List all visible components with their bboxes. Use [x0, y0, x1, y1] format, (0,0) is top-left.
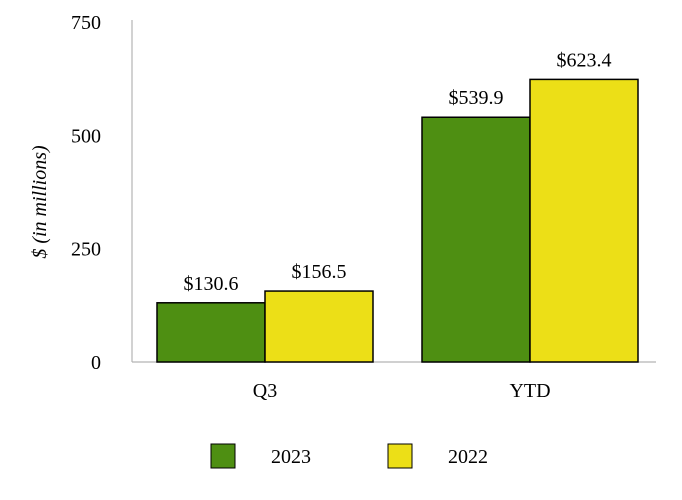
legend-label-2022: 2022 — [448, 446, 488, 468]
y-tick-label-750: 750 — [71, 12, 101, 34]
data-label-ytd-2023: $539.9 — [449, 87, 504, 109]
bar-ytd-2022 — [529, 78, 639, 363]
bars — [156, 78, 639, 363]
legend: 2023 2022 — [210, 443, 488, 469]
category-labels: Q3 YTD — [253, 380, 551, 402]
data-label-q3-2023: $130.6 — [184, 273, 239, 295]
y-tick-label-500: 500 — [71, 125, 101, 147]
legend-label-2023: 2023 — [271, 446, 311, 468]
y-tick-labels: 0 250 500 750 — [71, 12, 101, 374]
y-tick-label-250: 250 — [71, 239, 101, 261]
category-label-q3: Q3 — [253, 380, 277, 402]
y-axis: $ (in millions) — [29, 20, 133, 362]
bar-ytd-2023 — [421, 116, 531, 363]
legend-swatch-2023 — [210, 443, 236, 469]
legend-swatch-2022 — [387, 443, 413, 469]
y-tick-label-0: 0 — [91, 352, 101, 374]
y-axis-title: $ (in millions) — [29, 145, 51, 259]
data-label-q3-2022: $156.5 — [292, 261, 347, 283]
category-label-ytd: YTD — [509, 380, 550, 402]
data-labels: $130.6 $156.5 $539.9 $623.4 — [184, 49, 612, 294]
data-label-ytd-2022: $623.4 — [557, 49, 612, 71]
bar-q3-2023 — [156, 302, 266, 363]
bar-q3-2022 — [264, 290, 374, 363]
